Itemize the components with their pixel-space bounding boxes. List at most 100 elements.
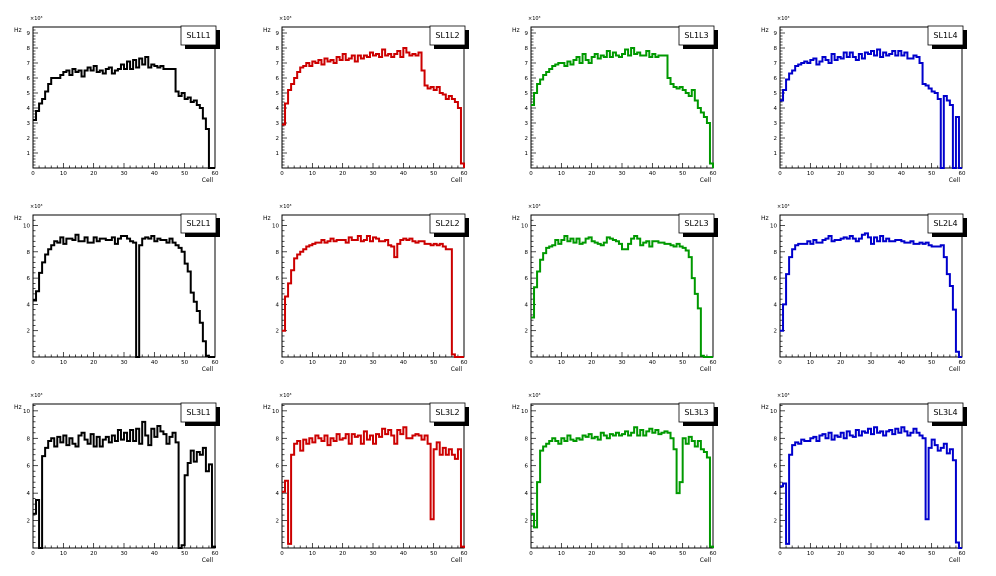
y-tick-label: 6 [27,276,31,282]
x-tick-label: 50 [181,360,188,366]
y-tick-label: 8 [27,436,31,442]
y-tick-label: 8 [774,436,778,442]
panel-title: SL2L4 [933,219,957,228]
x-tick-label: 10 [807,551,814,557]
histogram-line-sl1l4 [780,48,962,169]
x-tick-label: 50 [928,551,935,557]
y-tick-label: 10 [521,409,528,415]
histogram-line-sl1l3 [531,47,714,168]
x-tick-label: 50 [430,171,437,177]
histogram-line-sl2l1 [33,233,215,358]
x-tick-label: 50 [430,551,437,557]
y-tick-label: 5 [276,91,280,97]
y-tick-label: 10 [23,224,30,230]
y-tick-label: 6 [276,276,280,282]
y-tick-label: 7 [276,61,280,67]
y-tick-label: 4 [27,302,31,308]
x-axis-title: Cell [700,366,712,373]
y-tick-label: 8 [276,250,280,256]
y-tick-label: 10 [272,224,279,230]
panel-title: SL1L1 [186,31,210,40]
x-tick-label: 0 [529,171,533,177]
y-tick-label: 7 [27,61,31,67]
x-tick-label: 20 [588,551,595,557]
y-tick-label: 2 [276,519,280,525]
title-box [678,25,715,46]
y-axis-title: Hz [263,27,271,34]
x-tick-label: 40 [400,360,407,366]
y-tick-label: 1 [27,151,31,157]
x-tick-label: 50 [928,171,935,177]
x-tick-label: 0 [778,360,782,366]
y-axis-title: Hz [263,215,271,222]
y-tick-label: 2 [276,329,280,335]
panel-title: SL1L2 [435,31,459,40]
x-tick-label: 30 [619,360,626,366]
title-box [180,402,217,423]
y-tick-label: 5 [525,91,529,97]
x-tick-label: 10 [309,171,316,177]
y-tick-label: 8 [276,436,280,442]
x-tick-label: 20 [837,551,844,557]
y-tick-label: 3 [276,121,280,127]
x-tick-label: 60 [959,171,966,177]
x-tick-label: 10 [558,171,565,177]
x-tick-label: 40 [400,171,407,177]
panel-title: SL2L1 [186,219,210,228]
x-tick-label: 0 [31,551,35,557]
x-tick-label: 40 [400,551,407,557]
y-tick-label: 4 [27,491,31,497]
x-tick-label: 20 [339,360,346,366]
title-box [678,402,715,423]
y-tick-label: 5 [27,91,31,97]
histogram-line-sl3l4 [780,426,962,549]
x-tick-label: 30 [370,171,377,177]
x-tick-label: 40 [151,360,158,366]
x-tick-label: 30 [868,171,875,177]
x-axis-title: Cell [202,177,214,184]
y-tick-label: 4 [774,302,778,308]
x-tick-label: 0 [280,551,284,557]
histogram-line-sl2l3 [531,235,713,358]
x-tick-label: 60 [212,360,219,366]
x-tick-label: 50 [679,551,686,557]
y-tick-label: 10 [23,409,30,415]
x-tick-label: 20 [339,551,346,557]
x-tick-label: 40 [898,171,905,177]
y-axis-title: Hz [14,215,22,222]
x-tick-label: 20 [90,171,97,177]
x-tick-label: 10 [807,171,814,177]
y-exponent-label: ×10³ [777,393,790,399]
y-axis-title: Hz [512,215,520,222]
y-axis-title: Hz [14,27,22,34]
y-tick-label: 3 [525,121,529,127]
y-tick-label: 8 [525,436,529,442]
x-axis-title: Cell [451,366,463,373]
y-tick-label: 2 [774,136,778,142]
x-tick-label: 10 [558,360,565,366]
y-tick-label: 4 [525,302,529,308]
y-tick-label: 9 [276,31,280,37]
x-tick-label: 0 [280,171,284,177]
x-tick-label: 0 [529,360,533,366]
panel-title: SL1L4 [933,31,957,40]
x-tick-label: 50 [181,551,188,557]
x-tick-label: 40 [649,360,656,366]
x-tick-label: 60 [710,551,717,557]
y-tick-label: 4 [525,106,529,112]
x-axis-title: Cell [949,366,961,373]
y-tick-label: 2 [774,329,778,335]
x-tick-label: 20 [837,171,844,177]
y-exponent-label: ×10³ [30,393,43,399]
y-axis-title: Hz [761,404,769,411]
x-tick-label: 10 [309,551,316,557]
x-tick-label: 20 [339,171,346,177]
y-tick-label: 4 [276,491,280,497]
y-axis-title: Hz [761,27,769,34]
y-tick-label: 10 [272,409,279,415]
histogram-line-sl1l2 [282,47,465,168]
